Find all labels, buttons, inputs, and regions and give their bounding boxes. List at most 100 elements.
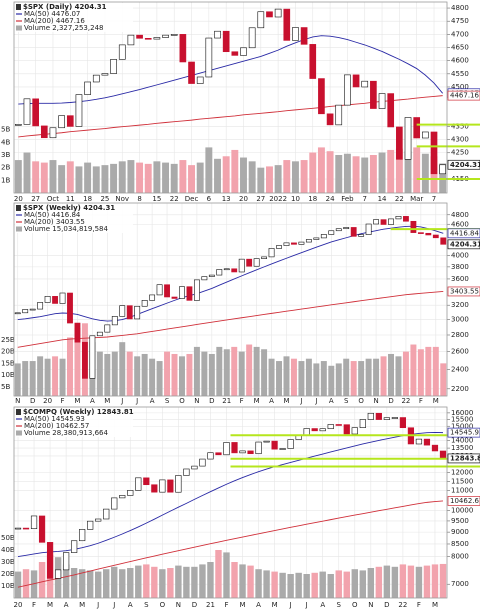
x-tick-label: F	[419, 397, 423, 405]
x-tick-label: S	[144, 601, 149, 609]
x-tick-label: A	[128, 601, 133, 609]
volume-bar	[343, 358, 350, 396]
volume-bar	[335, 155, 343, 193]
y-tick-label: 8500	[451, 540, 469, 548]
volume-bar	[404, 151, 412, 193]
volume-bar	[407, 565, 415, 598]
candle-body	[207, 452, 214, 460]
candle-body	[199, 458, 206, 467]
volume-bar	[373, 358, 380, 396]
volume-bar	[287, 574, 294, 598]
candle-body	[175, 475, 182, 493]
volume-bar	[361, 157, 369, 193]
volume-bar	[188, 165, 195, 193]
volume-tick-label: 20B	[1, 570, 15, 578]
last-value-label: 14545.93	[450, 429, 480, 437]
volume-bar	[255, 569, 262, 598]
volume-bar	[86, 570, 94, 598]
candle-body	[103, 508, 110, 520]
candle-body	[432, 234, 439, 239]
candle-body	[179, 34, 187, 63]
x-tick-label: M	[433, 397, 439, 405]
legend-bg	[15, 3, 133, 32]
x-tick-label: 18	[83, 195, 92, 203]
candle-body	[404, 117, 412, 160]
candle-body	[44, 296, 51, 303]
volume-bar	[14, 571, 22, 598]
volume-bar	[326, 151, 334, 193]
last-value-box	[447, 453, 480, 464]
candle-body	[395, 216, 402, 220]
x-tick-label: 20	[14, 601, 23, 609]
candle-body	[96, 331, 103, 337]
volume-tick-label: 10B	[1, 371, 15, 379]
moving-average	[17, 431, 444, 557]
candle-body	[266, 11, 273, 18]
volume-bar	[223, 552, 230, 598]
candle-body	[38, 515, 46, 543]
legend-label: MA(50) 4416.84	[24, 211, 81, 219]
candle-body	[126, 305, 133, 320]
last-value-box	[447, 90, 480, 101]
candle-body	[67, 292, 73, 324]
candle-body	[63, 552, 70, 571]
x-tick-label: J	[314, 397, 317, 405]
candle-body	[144, 38, 152, 40]
y-tick-label: 9000	[451, 528, 469, 536]
volume-bar	[179, 160, 187, 193]
x-tick-label: 15	[152, 195, 161, 203]
candle-body	[29, 308, 36, 311]
volume-bar	[14, 160, 22, 193]
volume-bar	[84, 162, 92, 193]
candle-body	[127, 490, 134, 496]
y-tick-label: 11000	[451, 487, 473, 495]
y-tick-label: 3600	[451, 275, 469, 283]
volume-bar	[343, 571, 350, 598]
volume-bar	[126, 351, 133, 396]
volume-bar	[59, 358, 66, 396]
volume-bar	[439, 563, 447, 598]
last-value-box	[447, 286, 480, 297]
last-value-box	[447, 159, 480, 170]
volume-bar	[78, 569, 86, 598]
volume-bar	[432, 346, 439, 396]
x-tick-label: A	[64, 601, 69, 609]
volume-bar	[279, 572, 286, 598]
legend-label: Volume 15,034,819,584	[24, 225, 108, 233]
legend-swatch	[16, 25, 22, 31]
last-value-label: 4204.31	[450, 161, 480, 169]
y-tick-label: 9500	[451, 517, 469, 525]
legend-swatch	[16, 226, 22, 232]
volume-bar	[162, 162, 170, 193]
plot-frame	[13, 406, 448, 599]
y-tick-label: 4800	[451, 4, 469, 12]
candle-body	[263, 440, 270, 443]
candle-body	[151, 484, 158, 493]
x-tick-label: O	[352, 601, 358, 609]
last-value-label: 10462.67	[450, 497, 480, 505]
y-tick-label: 15500	[451, 415, 473, 423]
candle-body	[274, 8, 282, 18]
x-tick-label: 6	[207, 195, 212, 203]
x-tick-label: A	[90, 397, 95, 405]
candle-body	[365, 223, 372, 235]
y-tick-label: 16000	[451, 409, 473, 417]
x-tick-label: A	[269, 397, 274, 405]
legend-label: MA(200) 10462.57	[24, 422, 89, 430]
volume-bar	[290, 358, 297, 396]
candle-body	[431, 444, 439, 452]
candle-body	[343, 227, 350, 230]
x-tick-label: Feb	[341, 195, 354, 203]
last-value-label: 12843.81	[450, 454, 480, 462]
candle-body	[111, 316, 118, 326]
y-tick-label: 11500	[451, 477, 473, 485]
candle-body	[283, 242, 290, 246]
x-tick-label: 2022	[269, 195, 287, 203]
y-tick-label: 14000	[451, 437, 473, 445]
volume-bar	[38, 562, 46, 598]
candle-body	[23, 98, 31, 125]
candle-body	[399, 417, 407, 429]
volume-bar	[240, 157, 247, 193]
x-tick-label: M	[79, 601, 85, 609]
